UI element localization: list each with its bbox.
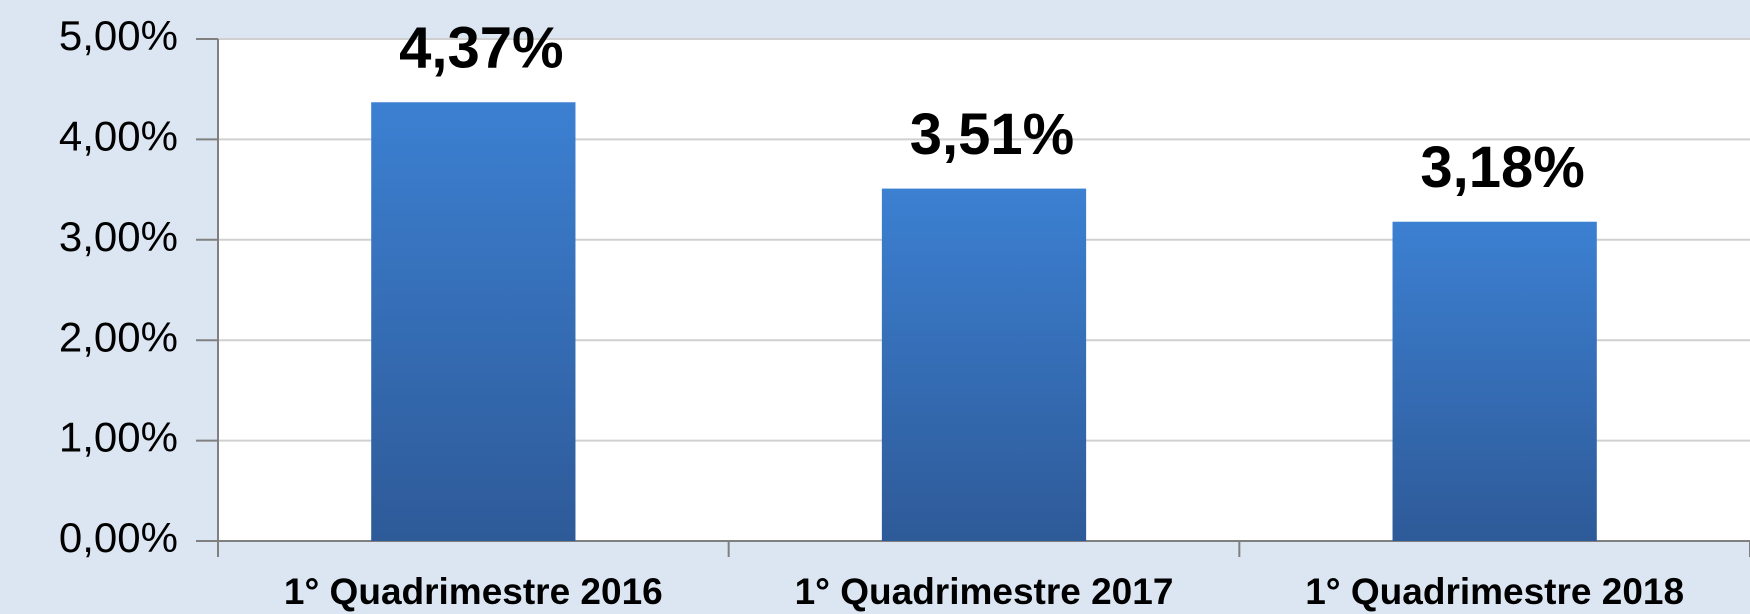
y-tick-label: 5,00% xyxy=(59,12,178,59)
y-tick-label: 3,00% xyxy=(59,213,178,260)
x-tick-label: 1° Quadrimestre 2016 xyxy=(284,571,663,612)
y-tick-label: 2,00% xyxy=(59,313,178,360)
y-tick-label: 4,00% xyxy=(59,112,178,159)
value-label: 4,37% xyxy=(399,16,563,81)
bar xyxy=(371,102,576,541)
x-tick-label: 1° Quadrimestre 2018 xyxy=(1305,571,1684,612)
value-label: 3,18% xyxy=(1420,135,1584,200)
y-tick-label: 0,00% xyxy=(59,514,178,561)
bar xyxy=(1392,221,1597,541)
value-label: 3,51% xyxy=(910,102,1074,167)
y-tick-label: 1,00% xyxy=(59,414,178,461)
x-tick-label: 1° Quadrimestre 2017 xyxy=(795,571,1174,612)
bar xyxy=(881,188,1087,541)
